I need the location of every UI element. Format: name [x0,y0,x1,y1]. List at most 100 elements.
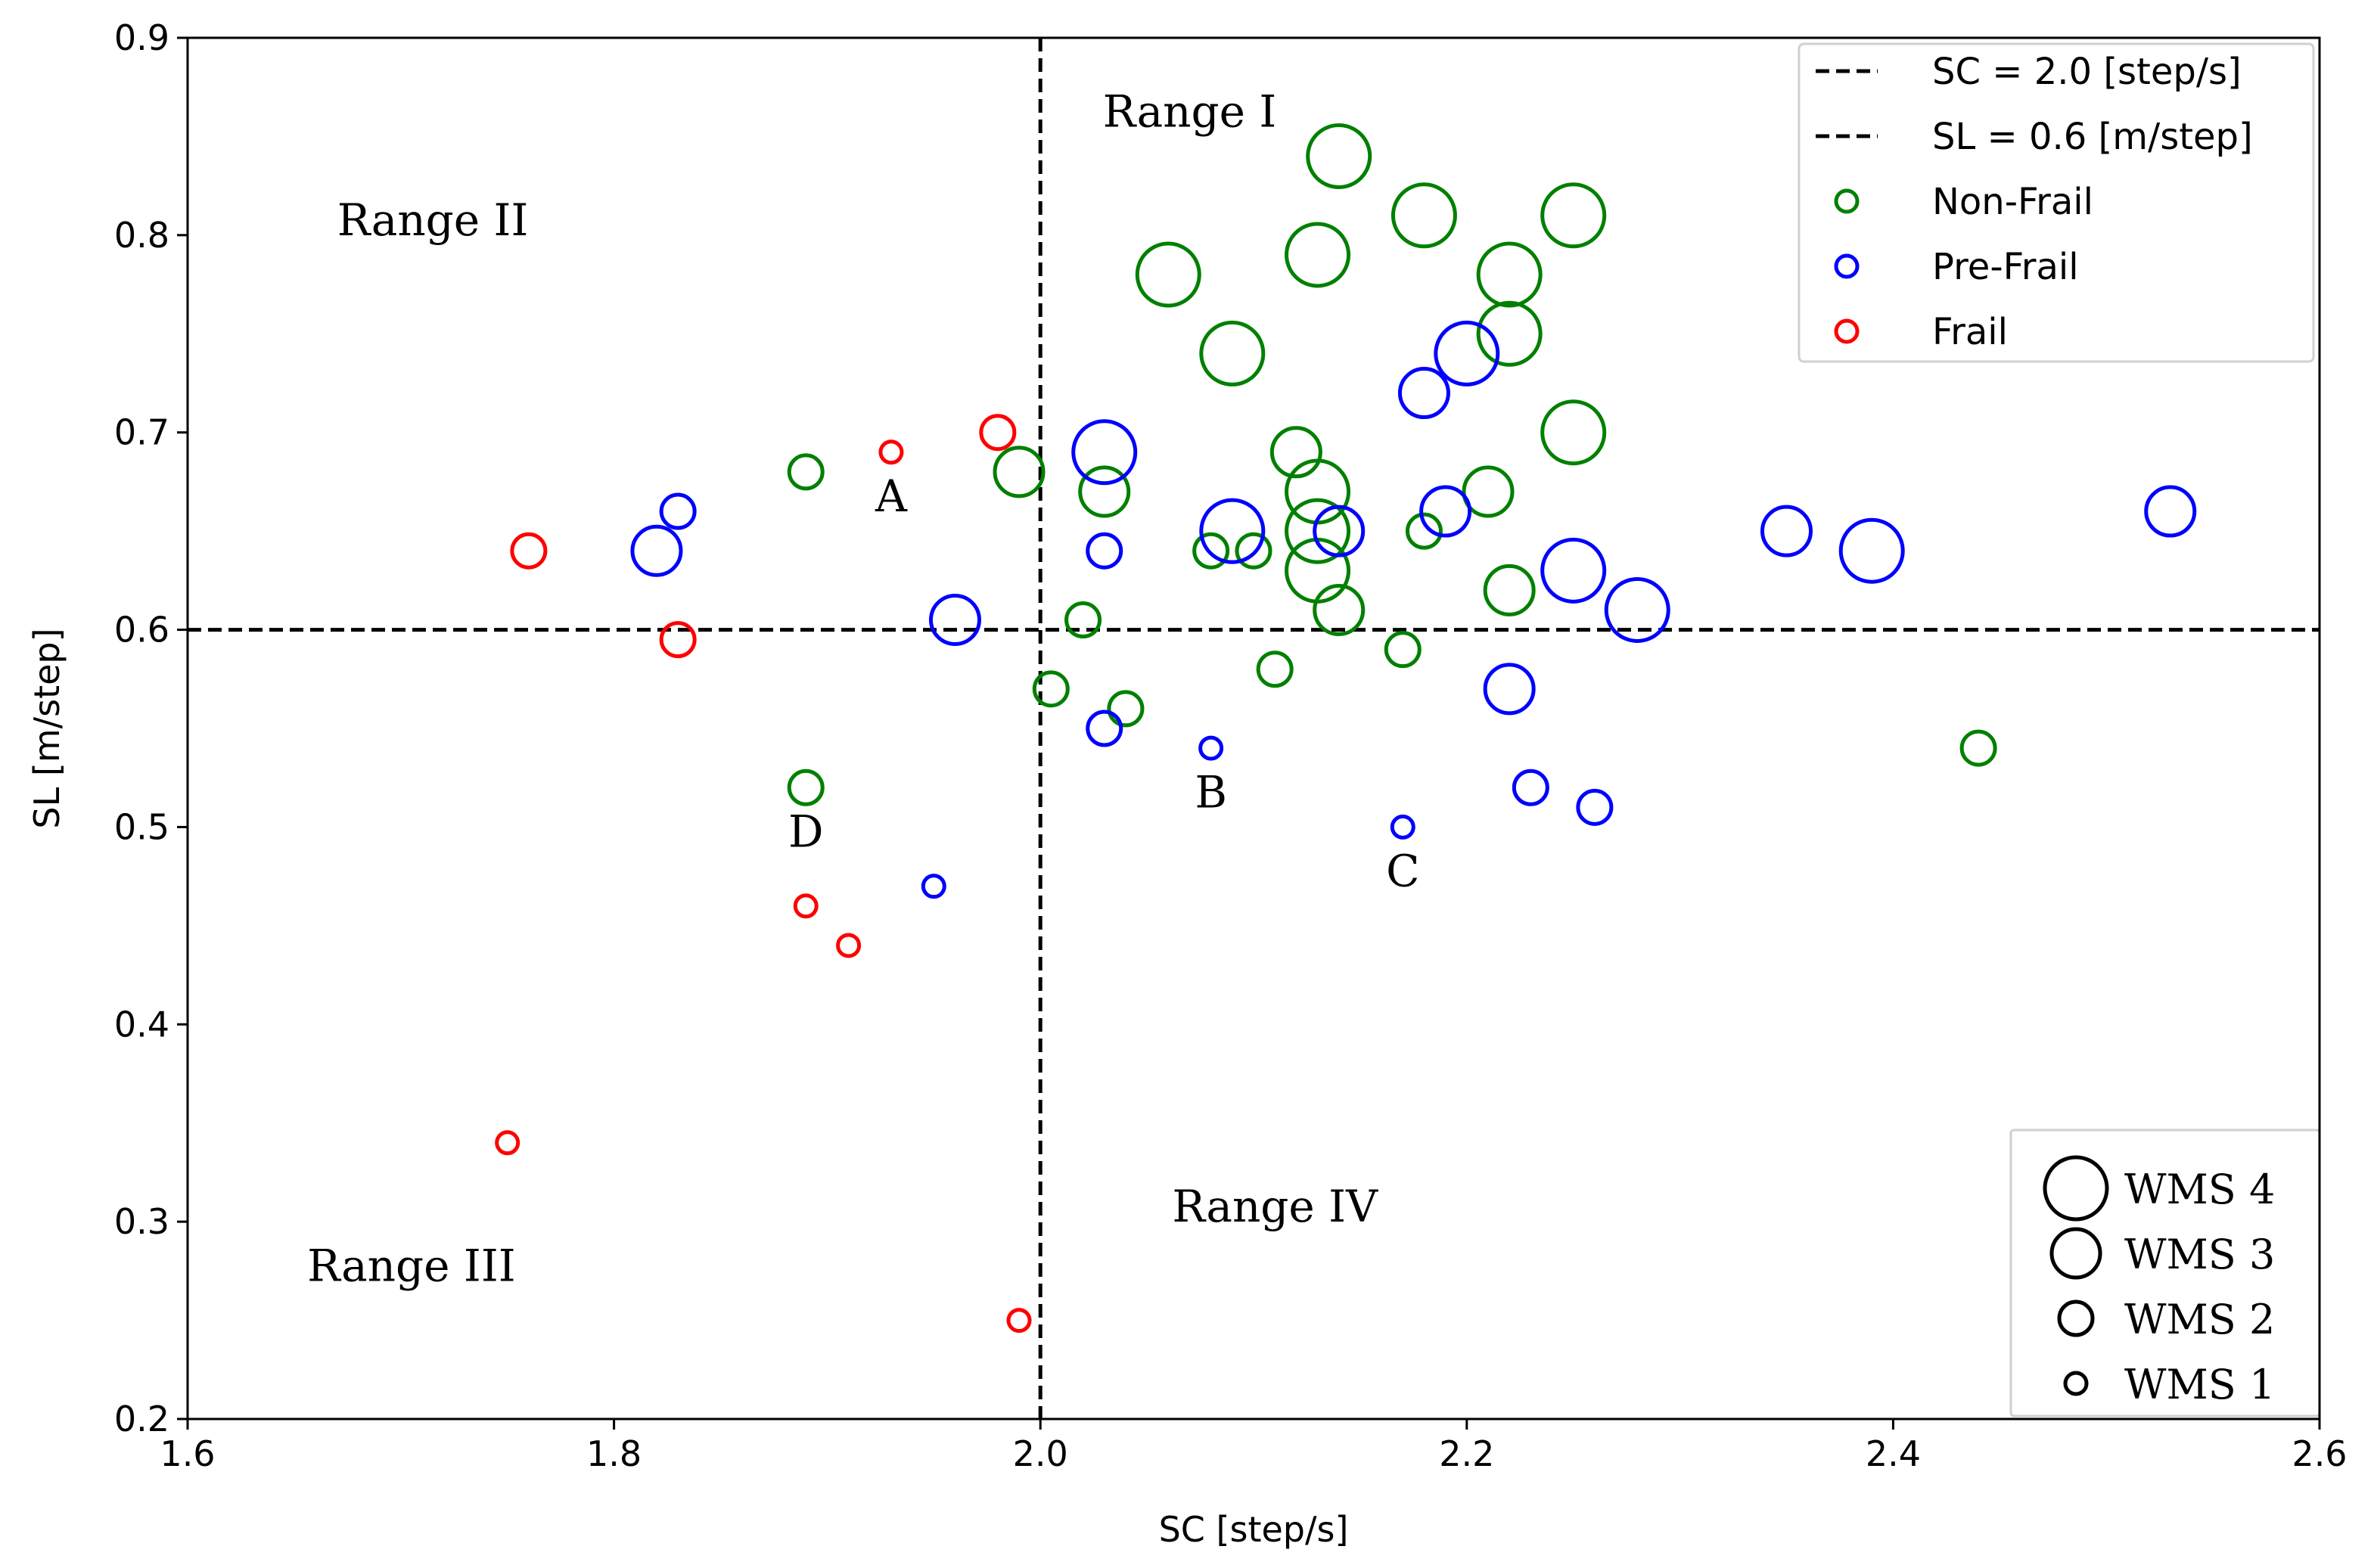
non-frail-point [1540,399,1607,466]
non-frail-point [1476,241,1543,308]
non-frail-point [1313,583,1366,636]
frail-point [878,439,904,465]
legend-circle-marker [1834,253,1860,279]
non-frail-point [1476,300,1543,367]
pre-frail-point [1604,576,1670,643]
non-frail-point [1032,670,1070,708]
size-legend-circle [2057,1299,2095,1337]
legend-label: SL = 0.6 [m/step] [1932,116,2253,158]
pre-frail-point [1512,768,1549,806]
non-frail-point [1405,512,1443,550]
legend-circle-marker [1834,188,1860,214]
y-axis-title: SL [m/step] [26,628,67,828]
x-tick-label: 2.2 [1439,1433,1494,1474]
non-frail-point [1462,465,1515,518]
legend-label: Non-Frail [1932,181,2093,223]
legend-circle-marker [1834,318,1860,344]
annotation-b: B [1195,766,1227,818]
non-frail-point [1192,532,1230,570]
y-tick-label: 0.7 [114,412,169,453]
y-tick-label: 0.2 [114,1399,169,1439]
pre-frail-point [1313,505,1366,557]
size-legend-label: WMS 1 [2124,1361,2275,1408]
non-frail-point [1391,182,1457,249]
pre-frail-point [1397,367,1450,420]
annotation-range-iv: Range IV [1172,1181,1378,1232]
y-tick-label: 0.6 [114,610,169,650]
non-frail-point [1306,123,1372,190]
frail-point [836,933,862,958]
annotation-a: A [875,470,908,522]
annotation-range-i: Range I [1103,85,1277,137]
pre-frail-point [1838,517,1905,584]
legend-label: Pre-Frail [1932,246,2079,288]
pre-frail-point [1199,498,1266,564]
pre-frail-point [1483,663,1536,716]
x-tick-label: 2.4 [1866,1433,1921,1474]
size-legend-circle [2043,1155,2109,1222]
y-tick-label: 0.8 [114,215,169,256]
x-tick-label: 1.6 [160,1433,215,1474]
non-frail-point [787,453,825,491]
pre-frail-point [2144,485,2197,538]
axes: 1.6 1.8 2.0 2.2 2.4 2.6 0.2 0.3 0.4 0.5 0.6 0.7 0.8 0… [114,17,2348,1474]
y-tick-label: 0.5 [114,806,169,847]
non-frail-point [1199,320,1266,387]
frail-point [979,414,1017,452]
frail-point [793,893,819,919]
size-legend-circle [2063,1371,2089,1396]
size-legend: WMS 4 WMS 3 WMS 2 WMS 1 [2009,1129,2321,1417]
pre-frail-point [659,492,697,530]
annotation-d: D [788,806,824,858]
pre-frail-point [1419,485,1472,538]
non-frail-point [1107,690,1145,728]
annotation-range-ii: Range II [337,194,529,246]
plot-frame [186,36,2321,1421]
x-axis-title: SC [step/s] [1159,1509,1349,1550]
size-legend-label: WMS 3 [2124,1231,2275,1278]
frail-point [510,532,548,570]
non-frail-point [1483,564,1536,616]
non-frail-point [1064,601,1102,639]
non-frail-point [1235,532,1272,570]
non-frail-point [1269,426,1322,479]
frail-point [495,1130,520,1156]
size-legend-circle [2049,1227,2102,1280]
annotation-range-iii: Range III [307,1240,516,1291]
x-tick-label: 1.8 [586,1433,642,1474]
pre-frail-point [928,594,981,647]
legend-label: Frail [1932,311,2008,353]
pre-frail-point [1540,537,1607,604]
non-frail-point [1135,241,1201,308]
pre-frail-point [1086,532,1123,570]
non-frail-point [1256,650,1294,688]
pre-frail-point [1760,505,1813,557]
x-tick-label: 2.0 [1013,1433,1068,1474]
pre-frail-point [630,524,683,577]
legend: SC = 2.0 [step/s] SL = 0.6 [m/step] Non-Fr… [1798,42,2315,363]
non-frail-point [1285,498,1351,564]
pre-frail-point [1198,735,1224,761]
y-tick-label: 0.3 [114,1201,169,1242]
frail-point [659,621,697,659]
plot-area: Range I Range II Range III Range IV A B C D [188,38,2320,1419]
non-frail-point [1540,182,1607,249]
pre-frail-point [1434,320,1500,387]
non-frail-point [993,446,1046,498]
y-tick-label: 0.9 [114,17,169,58]
pre-frail-point [1576,788,1614,826]
pre-frail-point [921,874,946,899]
x-tick-label: 2.6 [2292,1433,2347,1474]
size-legend-label: WMS 4 [2124,1166,2275,1213]
non-frail-point [1959,729,1997,767]
pre-frail-point [1071,419,1138,486]
annotation-c: C [1386,846,1419,897]
pre-frail-point [1086,709,1123,747]
frail-point [1006,1308,1032,1334]
non-frail-point [787,768,825,806]
non-frail-point [1285,222,1351,288]
legend-frame [1798,42,2315,363]
size-legend-label: WMS 2 [2124,1296,2275,1343]
pre-frail-point [1390,814,1415,840]
